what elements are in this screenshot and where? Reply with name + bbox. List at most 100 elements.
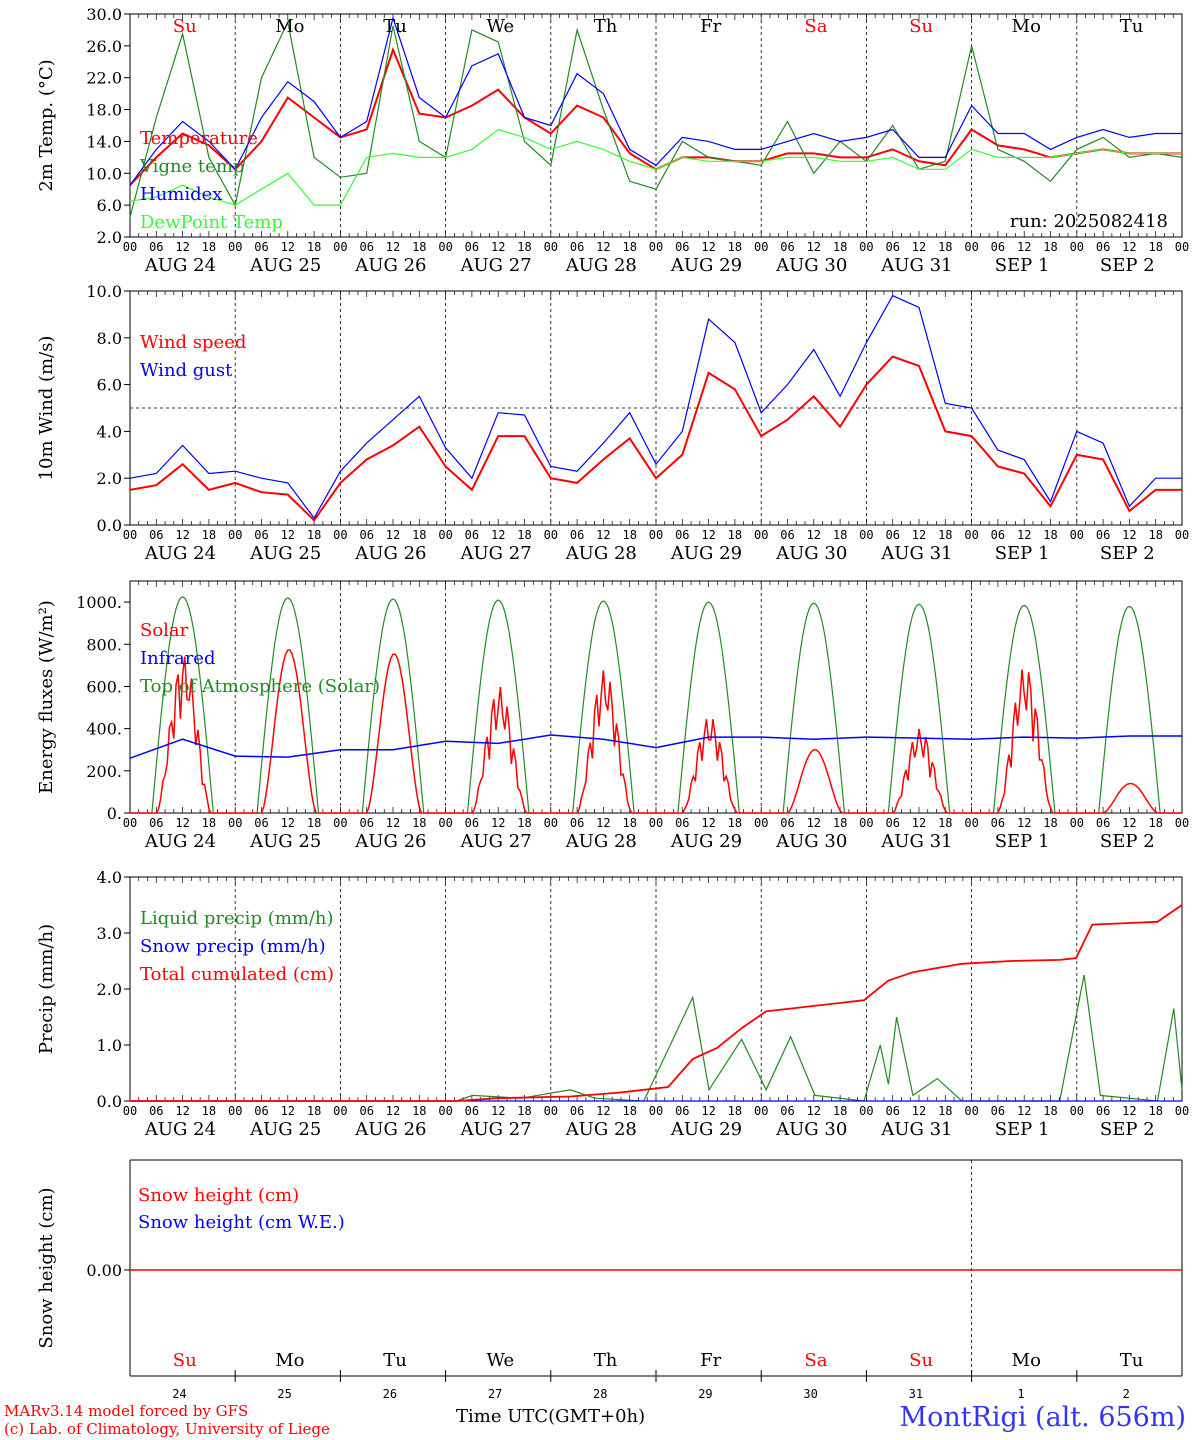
legend-entry: Top of Atmosphere (Solar) — [140, 676, 380, 697]
hour-label: 18 — [1043, 1104, 1057, 1118]
hour-label: 18 — [1148, 816, 1162, 830]
hour-label: 00 — [438, 240, 452, 254]
hour-label: 18 — [517, 1104, 531, 1118]
hour-label: 12 — [175, 1104, 189, 1118]
weekday-label: Su — [909, 1350, 933, 1371]
weekday-label: We — [486, 16, 514, 37]
y-axis-label: 10m Wind (m/s) — [36, 336, 57, 481]
weekday-label: Sa — [804, 1350, 827, 1371]
hour-label: 00 — [859, 816, 873, 830]
hour-label: 06 — [1096, 1104, 1110, 1118]
y-tick-label: 1000. — [76, 593, 122, 612]
hour-label: 00 — [1175, 1104, 1189, 1118]
day-number-label: 25 — [277, 1387, 291, 1401]
y-tick-label: 22.0 — [86, 69, 122, 88]
y-tick-label: 4.0 — [97, 868, 122, 887]
hour-label: 00 — [859, 1104, 873, 1118]
hour-label: 00 — [1070, 528, 1084, 542]
hour-label: 06 — [780, 528, 794, 542]
legend-entry: Temperature — [140, 128, 258, 149]
weekday-label: Fr — [700, 16, 721, 37]
hour-label: 00 — [649, 1104, 663, 1118]
hour-label: 00 — [544, 816, 558, 830]
hour-label: 18 — [307, 528, 321, 542]
hour-label: 06 — [359, 240, 373, 254]
date-label: AUG 25 — [249, 1119, 321, 1140]
hour-label: 12 — [1017, 816, 1031, 830]
date-label: AUG 30 — [775, 255, 847, 276]
hour-label: 06 — [570, 528, 584, 542]
hour-label: 06 — [570, 240, 584, 254]
hour-label: 12 — [491, 1104, 505, 1118]
date-label: AUG 27 — [460, 543, 532, 564]
weekday-label: Mo — [1012, 1350, 1041, 1371]
hour-label: 18 — [833, 528, 847, 542]
hour-label: 18 — [202, 240, 216, 254]
hour-label: 18 — [833, 816, 847, 830]
hour-label: 12 — [1017, 528, 1031, 542]
series-line — [129, 294, 1182, 520]
hour-label: 06 — [675, 240, 689, 254]
hour-label: 12 — [807, 528, 821, 542]
date-label: AUG 24 — [144, 543, 216, 564]
day-number-label: 24 — [172, 1387, 186, 1401]
hour-label: 00 — [649, 240, 663, 254]
hour-label: 00 — [964, 240, 978, 254]
y-tick-label: 1.0 — [97, 1036, 122, 1055]
hour-label: 06 — [254, 816, 268, 830]
hour-label: 18 — [202, 1104, 216, 1118]
date-label: AUG 31 — [880, 543, 952, 564]
date-label: AUG 26 — [354, 1119, 426, 1140]
hour-label: 18 — [833, 1104, 847, 1118]
series-line — [130, 649, 1182, 814]
date-label: AUG 29 — [670, 831, 742, 852]
y-tick-label: 800. — [86, 635, 122, 654]
hour-label: 18 — [1148, 528, 1162, 542]
hour-label: 00 — [333, 1104, 347, 1118]
hour-label: 12 — [596, 1104, 610, 1118]
date-label: AUG 25 — [249, 543, 321, 564]
date-label: AUG 25 — [249, 831, 321, 852]
hour-label: 18 — [622, 240, 636, 254]
hour-label: 18 — [517, 240, 531, 254]
hour-label: 00 — [859, 528, 873, 542]
legend-entry: Total cumulated (cm) — [140, 964, 334, 985]
date-label: AUG 24 — [144, 1119, 216, 1140]
hour-label: 18 — [412, 1104, 426, 1118]
hour-label: 18 — [938, 240, 952, 254]
legend-entry: Humidex — [140, 184, 222, 205]
date-label: AUG 25 — [249, 255, 321, 276]
hour-label: 12 — [281, 528, 295, 542]
hour-label: 18 — [202, 816, 216, 830]
hour-label: 06 — [675, 528, 689, 542]
hour-label: 12 — [386, 528, 400, 542]
hour-label: 18 — [622, 528, 636, 542]
hour-label: 12 — [1017, 1104, 1031, 1118]
y-tick-label: 600. — [86, 677, 122, 696]
hour-label: 12 — [1122, 528, 1136, 542]
hour-label: 18 — [833, 240, 847, 254]
y-axis-label: Energy fluxes (W/m²) — [36, 600, 57, 794]
weekday-label: Tu — [1120, 16, 1144, 37]
temp-panel — [129, 13, 1183, 238]
legend-entry: Solar — [140, 620, 189, 641]
hour-label: 12 — [386, 1104, 400, 1118]
series-line — [129, 355, 1182, 522]
day-number-label: 29 — [698, 1387, 712, 1401]
hour-label: 00 — [1070, 240, 1084, 254]
legend-entry: DewPoint Temp — [140, 212, 283, 233]
date-label: AUG 28 — [565, 831, 637, 852]
hour-label: 00 — [1070, 816, 1084, 830]
hour-label: 06 — [991, 240, 1005, 254]
hour-label: 06 — [359, 1104, 373, 1118]
legend-entry: Snow precip (mm/h) — [140, 936, 326, 957]
legend-entry: Wind gust — [140, 360, 233, 381]
hour-label: 00 — [438, 816, 452, 830]
hour-label: 12 — [281, 816, 295, 830]
day-number-label: 26 — [383, 1387, 397, 1401]
hour-label: 18 — [622, 1104, 636, 1118]
hour-label: 00 — [649, 816, 663, 830]
hour-label: 00 — [1175, 240, 1189, 254]
hour-label: 00 — [1070, 1104, 1084, 1118]
hour-label: 12 — [175, 240, 189, 254]
